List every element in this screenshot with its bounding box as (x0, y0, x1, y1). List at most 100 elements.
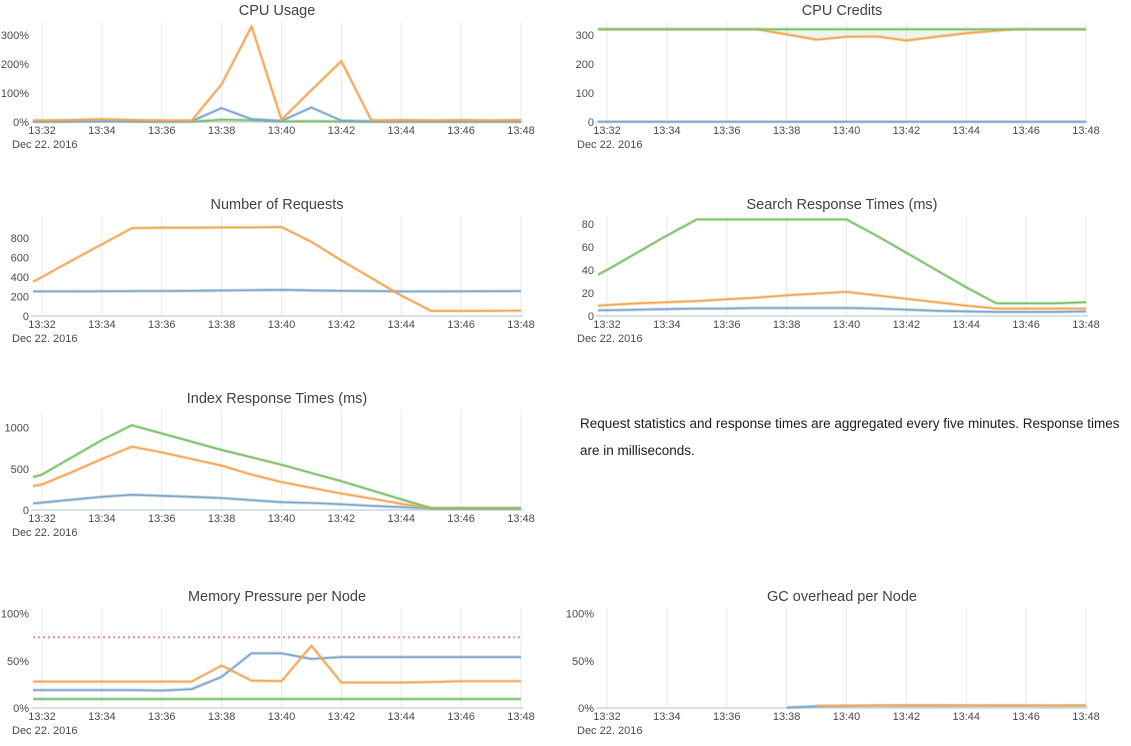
y-tick-label: 200 (576, 59, 594, 71)
x-axis-date-label: Dec 22. 2016 (577, 333, 642, 345)
y-tick-label: 300% (1, 30, 29, 42)
chart-title: Number of Requests (211, 197, 344, 213)
y-tick-label: 600 (11, 252, 29, 264)
x-tick-label: 13:46 (447, 711, 475, 723)
y-tick-label: 80 (582, 219, 594, 231)
x-tick-label: 13:38 (208, 711, 236, 723)
x-tick-label: 13:34 (653, 711, 681, 723)
chart-title: CPU Credits (802, 3, 883, 19)
x-tick-label: 13:44 (952, 125, 980, 137)
y-tick-label: 100% (566, 609, 594, 621)
y-tick-label: 0% (13, 117, 29, 129)
x-tick-label: 13:38 (208, 513, 236, 525)
x-tick-label: 13:42 (893, 125, 921, 137)
x-tick-label: 13:48 (1072, 711, 1100, 723)
x-tick-label: 13:40 (268, 513, 296, 525)
cpu-credits-chart: CPU Credits 0 100 200 300 13:32 13:34 13:36 13:3… (565, 0, 1131, 194)
x-tick-label: 13:34 (653, 319, 681, 331)
x-tick-label: 13:42 (893, 711, 921, 723)
y-tick-label: 0 (588, 117, 594, 129)
y-tick-label: 100% (1, 88, 29, 100)
x-tick-label: 13:42 (893, 319, 921, 331)
y-tick-label: 300 (576, 30, 594, 42)
x-tick-label: 13:32 (28, 711, 56, 723)
x-tick-label: 13:44 (387, 125, 415, 137)
x-tick-label: 13:38 (773, 125, 801, 137)
cpu-usage-chart: CPU Usage 0% 100% 200% 300% 13:32 13:34 13:36 13… (0, 0, 565, 194)
x-tick-label: 13:36 (148, 513, 176, 525)
series-line-blue (33, 106, 521, 123)
x-tick-label: 13:42 (328, 319, 356, 331)
x-tick-label: 13:44 (387, 513, 415, 525)
gc-overhead-plot: GC overhead per Node 0% 50% 100% 13:32 13:34 1… (566, 589, 1100, 737)
series-halo-orange (32, 444, 521, 511)
series-line-orange (816, 704, 1086, 707)
cpu-credits-plot: CPU Credits 0 100 200 300 13:32 13:34 13:36 13:3… (576, 3, 1100, 151)
chart-title: Memory Pressure per Node (188, 589, 366, 605)
x-tick-label: 13:42 (328, 711, 356, 723)
band-fill (598, 29, 1086, 41)
y-tick-label: 0 (588, 311, 594, 323)
x-tick-label: 13:32 (28, 513, 56, 525)
y-tick-label: 40 (582, 265, 594, 277)
y-tick-label: 60 (582, 242, 594, 254)
y-tick-label: 800 (11, 233, 29, 245)
chart-title: Index Response Times (ms) (187, 391, 368, 407)
x-tick-label: 13:32 (593, 319, 621, 331)
y-tick-label: 100% (1, 609, 29, 621)
y-tick-label: 400 (11, 272, 29, 284)
series-halo-blue (33, 651, 521, 693)
y-tick-label: 200% (1, 59, 29, 71)
x-tick-label: 13:32 (593, 711, 621, 723)
x-tick-label: 13:40 (268, 125, 296, 137)
y-tick-label: 0% (578, 703, 594, 715)
x-tick-label: 13:48 (1072, 319, 1100, 331)
x-tick-label: 13:34 (653, 125, 681, 137)
series-line-blue (33, 652, 521, 692)
x-tick-label: 13:38 (208, 125, 236, 137)
x-tick-label: 13:34 (88, 125, 116, 137)
y-tick-label: 200 (11, 291, 29, 303)
x-axis-date-label: Dec 22. 2016 (12, 527, 77, 539)
y-tick-label: 50% (7, 656, 29, 668)
x-axis-date-label: Dec 22. 2016 (12, 333, 77, 345)
series-line-green (32, 424, 521, 509)
y-tick-label: 20 (582, 288, 594, 300)
x-tick-label: 13:44 (952, 711, 980, 723)
series-halo-orange (32, 225, 522, 313)
series-halo-orange (33, 643, 521, 685)
series-line-orange (33, 644, 521, 684)
x-tick-label: 13:44 (387, 711, 415, 723)
y-tick-label: 1000 (5, 423, 29, 435)
search-response-times-plot: Search Response Times (ms) 0 20 40 60 80 13:32… (577, 197, 1100, 345)
x-tick-label: 13:34 (88, 319, 116, 331)
x-tick-label: 13:46 (1012, 319, 1040, 331)
x-tick-label: 13:36 (713, 319, 741, 331)
x-tick-label: 13:40 (833, 711, 861, 723)
series-line-blue (33, 289, 522, 293)
x-tick-label: 13:48 (1072, 125, 1100, 137)
y-tick-label: 500 (11, 464, 29, 476)
x-tick-label: 13:42 (328, 513, 356, 525)
x-tick-label: 13:38 (773, 319, 801, 331)
series-line-green (597, 218, 1087, 305)
y-tick-label: 0% (13, 703, 29, 715)
index-response-times-chart: Index Response Times (ms) 0 500 1000 13:32 13… (0, 388, 565, 586)
x-tick-label: 13:48 (507, 125, 535, 137)
x-axis-date-label: Dec 22. 2016 (577, 139, 642, 151)
x-tick-label: 13:46 (447, 319, 475, 331)
x-tick-label: 13:48 (507, 711, 535, 723)
x-tick-label: 13:32 (28, 125, 56, 137)
x-tick-label: 13:36 (148, 319, 176, 331)
search-response-times-chart: Search Response Times (ms) 0 20 40 60 80 13:32… (565, 194, 1131, 388)
x-tick-label: 13:36 (713, 125, 741, 137)
y-tick-label: 0 (23, 311, 29, 323)
x-tick-label: 13:46 (447, 513, 475, 525)
x-tick-label: 13:38 (208, 319, 236, 331)
x-tick-label: 13:42 (328, 125, 356, 137)
gc-overhead-chart: GC overhead per Node 0% 50% 100% 13:32 13:34 1… (565, 586, 1131, 741)
y-tick-label: 100 (576, 88, 594, 100)
y-tick-label: 0 (23, 505, 29, 517)
series-halo-orange (597, 290, 1086, 311)
x-tick-label: 13:34 (88, 711, 116, 723)
